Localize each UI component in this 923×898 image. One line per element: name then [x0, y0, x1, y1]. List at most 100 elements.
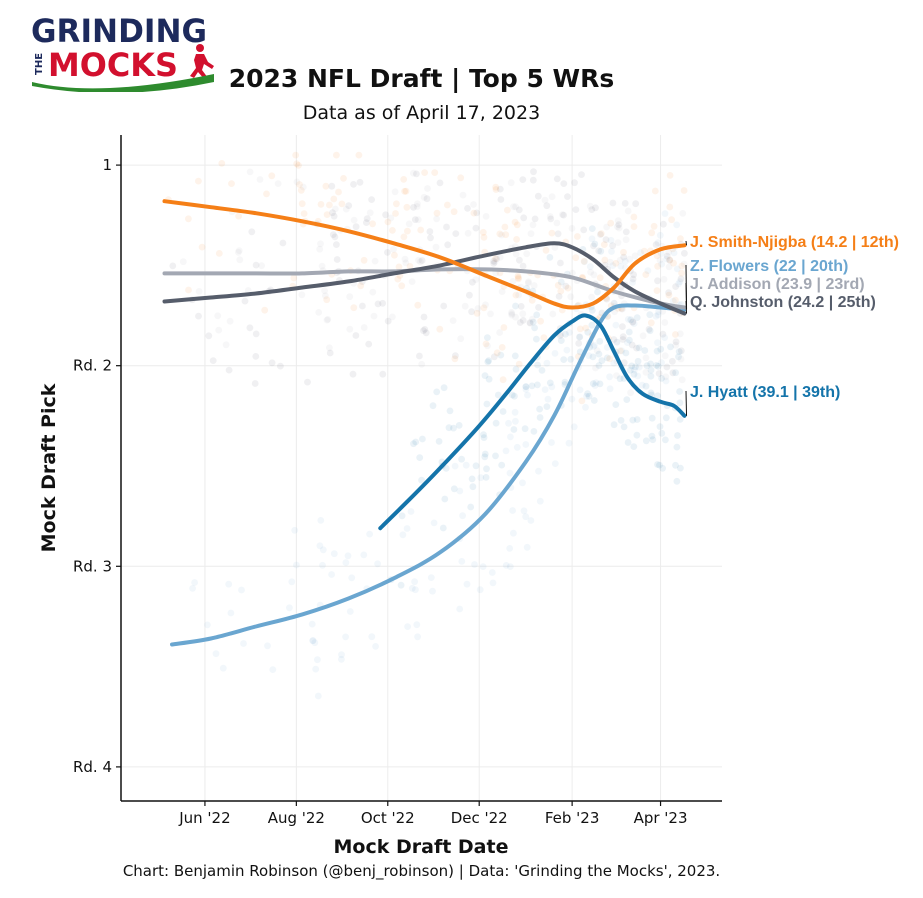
mock-pick-dot [575, 333, 583, 341]
mock-pick-dot [632, 363, 639, 371]
mock-pick-dot [408, 584, 416, 592]
mock-pick-dot [393, 200, 400, 208]
mock-pick-dot [319, 561, 326, 569]
mock-pick-dot [673, 221, 681, 229]
mock-pick-dot [318, 262, 326, 270]
mock-pick-dot [319, 546, 327, 554]
mock-pick-dot [459, 512, 466, 520]
mock-pick-dot [500, 324, 508, 331]
mock-pick-dot [189, 585, 197, 592]
mock-pick-dot [511, 392, 518, 400]
mock-pick-dot [609, 242, 616, 250]
mock-pick-dot [624, 439, 632, 446]
mock-pick-dot [258, 262, 265, 270]
mock-pick-dot [492, 186, 500, 193]
mock-pick-dot [416, 352, 423, 360]
mock-pick-dot [607, 219, 615, 227]
mock-pick-dot [450, 424, 457, 432]
mock-pick-dot [342, 205, 350, 213]
mock-pick-dot [606, 355, 614, 363]
mock-pick-dot [169, 262, 177, 270]
mock-pick-dot [472, 462, 480, 470]
x-tick-label: Jun '22 [178, 809, 230, 827]
mock-pick-dot [548, 439, 555, 446]
mock-pick-dot [436, 179, 444, 187]
mock-pick-dot [512, 365, 520, 373]
mock-pick-dot [583, 392, 590, 400]
mock-pick-dot [490, 257, 497, 265]
mock-pick-dot [666, 256, 674, 264]
mock-pick-dot [510, 203, 517, 211]
x-ticks: Jun '22 Aug '22 Oct '22 Dec '22 Feb '23 Apr '… [178, 801, 688, 827]
mock-pick-dot [672, 461, 679, 469]
mock-pick-dot [631, 366, 638, 374]
mock-pick-dot [387, 214, 395, 222]
mock-pick-dot [609, 262, 617, 269]
mock-pick-dot [510, 529, 517, 537]
mock-pick-dot [617, 417, 625, 424]
mock-pick-dot [546, 254, 554, 261]
mock-pick-dot [350, 181, 357, 188]
mock-pick-dot [531, 324, 538, 332]
mock-pick-dot [630, 370, 638, 378]
mock-pick-dot [662, 414, 670, 422]
mock-pick-dot [219, 664, 227, 672]
mock-pick-dot [625, 328, 633, 336]
mock-pick-dot [536, 497, 544, 505]
mock-pick-dot [452, 230, 460, 238]
mock-pick-dot [654, 392, 662, 400]
mock-pick-dot [620, 423, 628, 431]
mock-pick-dot [512, 203, 519, 211]
mock-pick-dot [584, 390, 591, 398]
mock-pick-dot [494, 391, 502, 399]
mock-pick-dot [628, 341, 636, 349]
mock-pick-dot [590, 397, 598, 404]
mock-pick-dot [392, 210, 399, 217]
mock-pick-dot [568, 395, 576, 403]
mock-pick-dot [291, 526, 299, 534]
mock-pick-dot [399, 531, 407, 539]
mock-pick-dot [363, 219, 370, 227]
mock-pick-dot [666, 203, 674, 211]
mock-pick-dot [191, 579, 199, 586]
mock-pick-dot [519, 479, 526, 487]
mock-pick-dot [263, 190, 270, 198]
mock-pick-dot [400, 233, 408, 241]
mock-pick-dot [514, 272, 522, 280]
mock-pick-dot [225, 366, 233, 374]
mock-pick-dot [477, 474, 485, 482]
mock-pick-dot [656, 256, 664, 264]
mock-pick-dot [606, 373, 613, 381]
mock-pick-dot [469, 278, 476, 286]
y-tick-label: Rd. 2 [73, 357, 112, 375]
y-ticks: 1 Rd. 2 Rd. 3 Rd. 4 [73, 156, 121, 776]
mock-pick-dot [654, 277, 661, 285]
mock-pick-dot [457, 174, 465, 182]
mock-pick-dot [672, 338, 680, 346]
mock-pick-dot [333, 151, 340, 159]
mock-pick-dot [560, 180, 568, 188]
mock-pick-dot [329, 209, 336, 217]
mock-pick-dot [474, 305, 482, 312]
mock-pick-dot [298, 200, 306, 208]
mock-pick-dot [630, 213, 638, 221]
mock-pick-dot [651, 187, 659, 195]
mock-pick-dot [658, 429, 666, 437]
mock-pick-dot [603, 344, 611, 351]
mock-pick-dot [312, 665, 320, 673]
label-connector [685, 390, 688, 416]
mock-pick-dot [613, 372, 620, 379]
mock-pick-dot [648, 432, 656, 440]
mock-pick-dot [323, 296, 331, 304]
mock-pick-dot [610, 359, 618, 367]
mock-pick-dot [450, 485, 458, 493]
mock-pick-dot [674, 432, 681, 439]
mock-pick-dot [274, 180, 282, 188]
mock-pick-dot [414, 301, 422, 309]
mock-pick-dot [372, 643, 379, 650]
mock-pick-dot [647, 389, 655, 397]
mock-pick-dot [433, 215, 440, 223]
mock-pick-dot [299, 183, 307, 191]
mock-pick-dot [522, 383, 530, 391]
mock-pick-dot [546, 213, 554, 220]
